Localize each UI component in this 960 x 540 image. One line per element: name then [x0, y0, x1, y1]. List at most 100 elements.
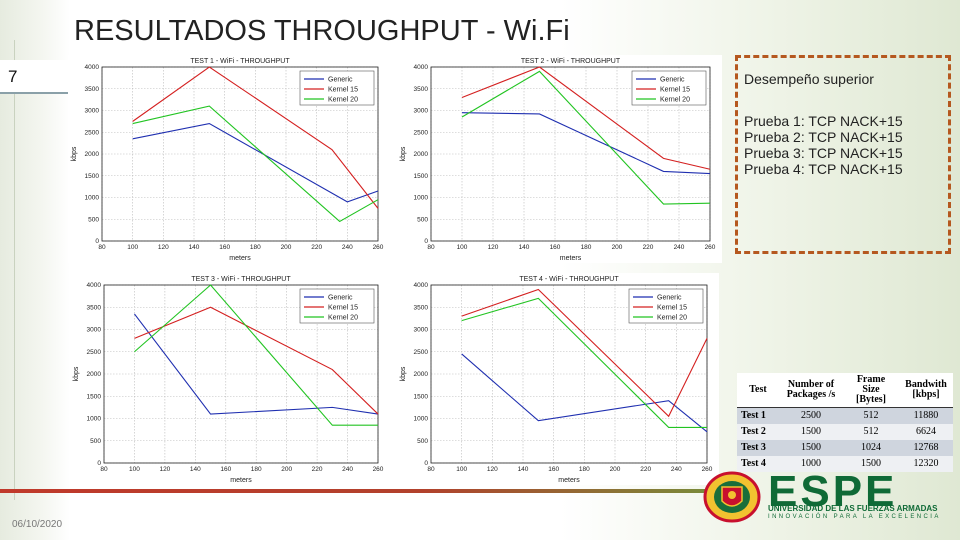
- table-row: Test 4 1000 1500 12320: [737, 456, 953, 472]
- table-cell: 1024: [843, 440, 899, 456]
- x-axis-label: meters: [560, 255, 582, 262]
- performance-heading: Desempeño superior: [744, 71, 874, 87]
- y-axis-label: kbps: [400, 366, 407, 381]
- plot-frame: [430, 66, 711, 242]
- plot-frame: [430, 284, 708, 464]
- legend-entry: Kernel 20: [657, 315, 687, 322]
- x-tick-label: 80: [427, 244, 435, 251]
- y-axis-label: kbps: [71, 146, 78, 161]
- test-parameters-table: Test Number of Packages /s Frame Size [B…: [737, 373, 953, 472]
- table-header: Test: [737, 373, 779, 408]
- x-tick-label: 240: [671, 466, 682, 473]
- x-tick-label: 240: [342, 466, 353, 473]
- table-cell: 6624: [899, 424, 953, 440]
- y-tick-label: 0: [424, 460, 428, 467]
- legend-entry: Kernel 15: [328, 305, 358, 312]
- y-tick-label: 1000: [414, 195, 429, 202]
- x-tick-label: 80: [427, 466, 435, 473]
- table-cell: 512: [843, 424, 899, 440]
- series-line: [132, 122, 379, 203]
- legend-entry: Kernel 20: [328, 97, 358, 104]
- series-line: [132, 105, 379, 223]
- y-tick-label: 1000: [87, 416, 102, 423]
- university-crest-icon: [703, 471, 761, 523]
- slide-number: 7: [8, 67, 18, 86]
- x-tick-label: 140: [519, 244, 530, 251]
- legend-entry: Kernel 20: [328, 315, 358, 322]
- table-row: Test 2 1500 512 6624: [737, 424, 953, 440]
- x-tick-label: 200: [610, 466, 621, 473]
- x-tick-label: 180: [579, 466, 590, 473]
- x-tick-label: 240: [674, 244, 685, 251]
- bottom-accent-bar: [0, 489, 705, 493]
- legend-entry: Kernel 15: [660, 87, 690, 94]
- performance-box: Desempeño superior Prueba 1: TCP NACK+15…: [735, 55, 951, 254]
- table-header: Bandwith [kbps]: [899, 373, 953, 408]
- x-tick-label: 140: [518, 466, 529, 473]
- chart-svg: TEST 1 - WiFi - THROUGHPUT 80 100 120 140 160…: [71, 58, 384, 262]
- table-cell: Test 2: [737, 424, 779, 440]
- y-tick-label: 2000: [414, 371, 429, 378]
- logo-subtitle: UNIVERSIDAD DE LAS FUERZAS ARMADAS: [768, 504, 938, 513]
- x-tick-label: 120: [487, 466, 498, 473]
- chart-title: TEST 2 - WiFi - THROUGHPUT: [521, 58, 621, 65]
- legend-entry: Generic: [328, 295, 353, 302]
- series-line: [461, 70, 711, 205]
- table-cell: 1500: [779, 440, 843, 456]
- performance-line: Prueba 4: TCP NACK+15: [744, 161, 903, 177]
- slide-number-box: 7: [0, 60, 70, 94]
- x-axis-label: meters: [558, 477, 580, 484]
- y-tick-label: 500: [88, 216, 99, 223]
- x-tick-label: 180: [250, 244, 261, 251]
- left-decor-line: [14, 40, 15, 500]
- x-tick-label: 260: [373, 244, 384, 251]
- series-line: [461, 112, 711, 175]
- x-tick-label: 180: [251, 466, 262, 473]
- y-tick-label: 0: [95, 238, 99, 245]
- legend-entry: Generic: [657, 295, 682, 302]
- x-tick-label: 260: [705, 244, 716, 251]
- table-row: Test 1 2500 512 11880: [737, 407, 953, 424]
- table-cell: Test 4: [737, 456, 779, 472]
- y-tick-label: 3000: [414, 327, 429, 334]
- x-tick-label: 220: [311, 244, 322, 251]
- table-cell: 12768: [899, 440, 953, 456]
- plot-frame: [103, 284, 379, 464]
- x-tick-label: 120: [488, 244, 499, 251]
- chart-title: TEST 3 - WiFi - THROUGHPUT: [191, 276, 291, 283]
- table-cell: 512: [843, 407, 899, 424]
- x-tick-label: 120: [158, 244, 169, 251]
- y-tick-label: 1500: [87, 393, 102, 400]
- table-cell: 2500: [779, 407, 843, 424]
- series-line: [134, 313, 379, 415]
- x-tick-label: 100: [456, 466, 467, 473]
- x-tick-label: 220: [312, 466, 323, 473]
- table-cell: 1500: [779, 424, 843, 440]
- legend-entry: Kernel 20: [660, 97, 690, 104]
- y-tick-label: 1500: [85, 173, 100, 180]
- x-tick-label: 140: [190, 466, 201, 473]
- x-tick-label: 160: [548, 466, 559, 473]
- x-tick-label: 260: [702, 466, 713, 473]
- y-tick-label: 2500: [87, 349, 102, 356]
- y-tick-label: 3000: [87, 327, 102, 334]
- x-tick-label: 100: [129, 466, 140, 473]
- x-tick-label: 160: [550, 244, 561, 251]
- chart-title: TEST 4 - WiFi - THROUGHPUT: [519, 276, 619, 283]
- y-tick-label: 2500: [414, 129, 429, 136]
- x-axis-label: meters: [230, 477, 252, 484]
- x-tick-label: 220: [643, 244, 654, 251]
- plot-frame: [101, 66, 379, 242]
- x-tick-label: 80: [100, 466, 108, 473]
- series-line: [134, 284, 378, 426]
- table-cell: 12320: [899, 456, 953, 472]
- y-tick-label: 3500: [85, 86, 100, 93]
- x-tick-label: 200: [612, 244, 623, 251]
- series-line: [134, 306, 379, 415]
- y-axis-label: kbps: [73, 366, 80, 381]
- chart-svg: TEST 3 - WiFi - THROUGHPUT 80 100 120 140 160…: [73, 276, 384, 484]
- y-tick-label: 4000: [414, 64, 429, 71]
- table-header-row: Test Number of Packages /s Frame Size [B…: [737, 373, 953, 408]
- series-line: [461, 353, 708, 433]
- chart-test-1: TEST 1 - WiFi - THROUGHPUT 80 100 120 140 160…: [68, 55, 390, 263]
